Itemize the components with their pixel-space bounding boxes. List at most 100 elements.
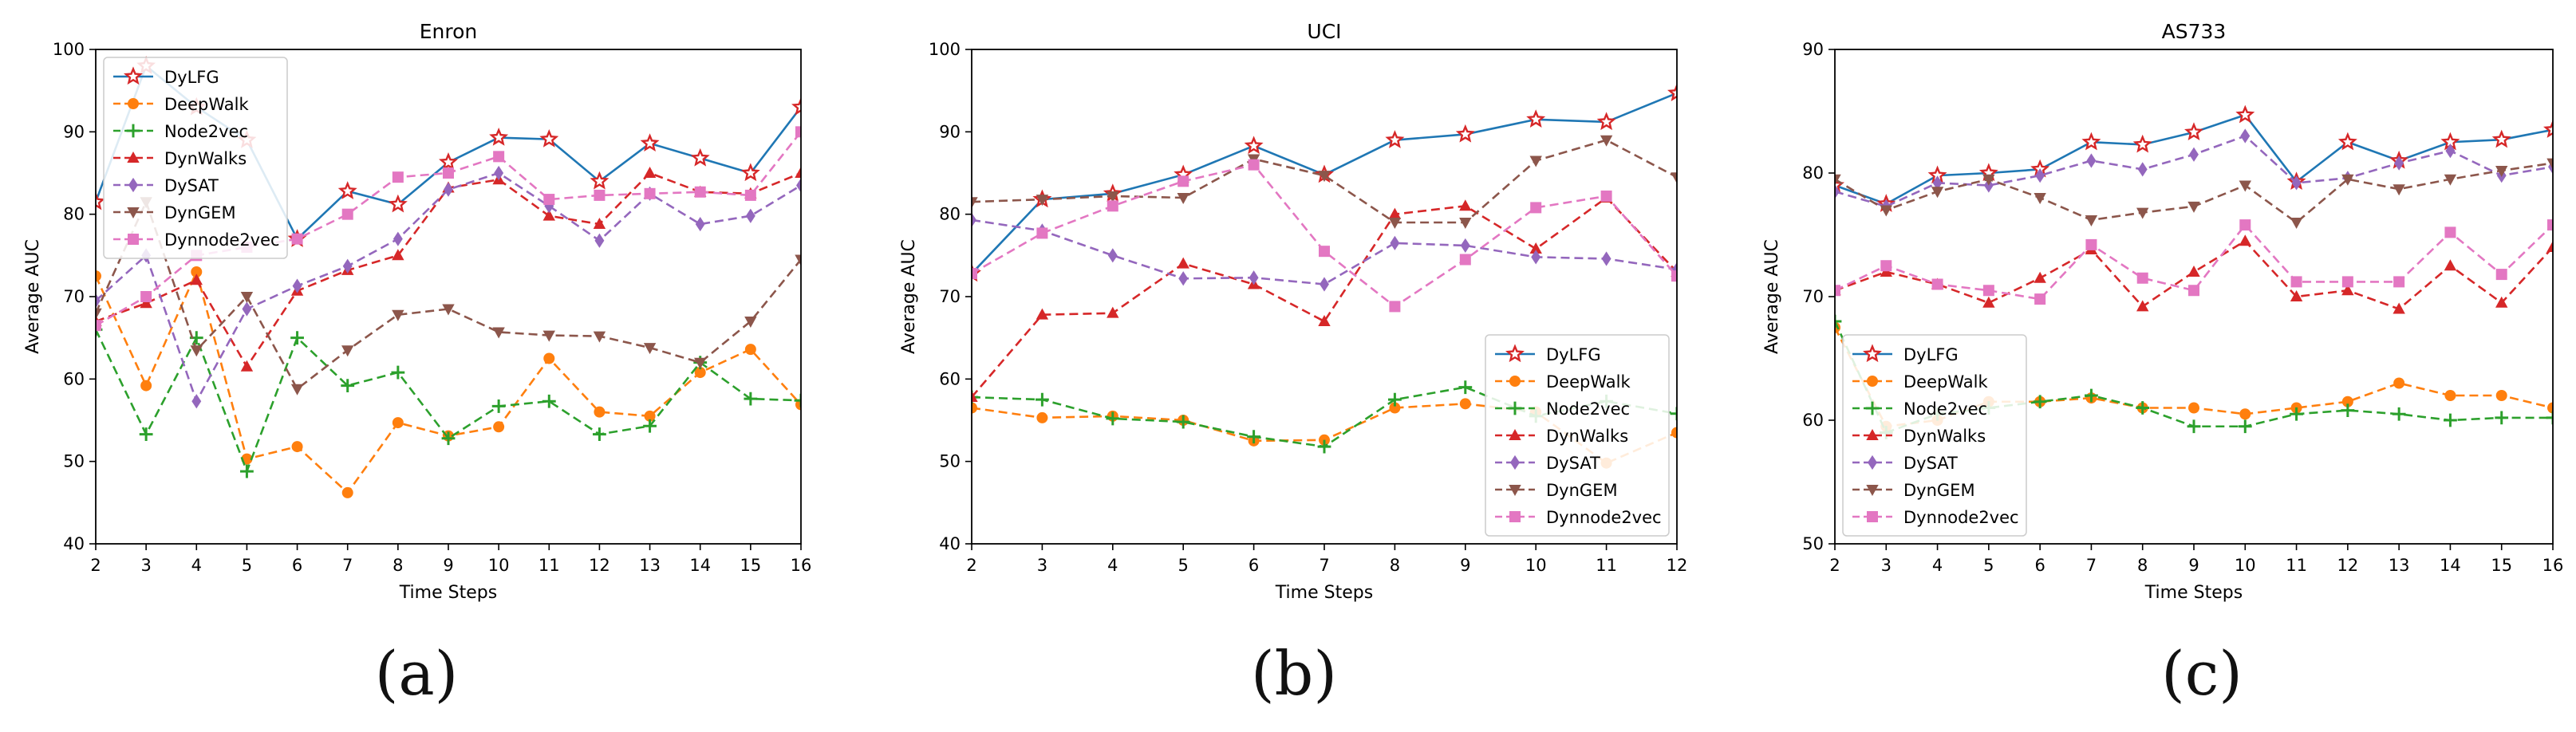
- data-point-dynnode2vec: [1982, 285, 1994, 297]
- data-point-deepwalk: [1389, 402, 1401, 414]
- data-point-dyngem: [1600, 135, 1613, 147]
- data-point-node2vec: [593, 427, 606, 441]
- data-point-dynnode2vec: [1530, 202, 1542, 214]
- x-tick-label: 3: [140, 556, 151, 575]
- data-point-dyngem: [1107, 191, 1119, 203]
- data-point-deepwalk: [1459, 398, 1471, 410]
- x-tick-label: 9: [1460, 556, 1470, 575]
- data-point-dynwalks: [2341, 284, 2354, 296]
- data-point-dynnode2vec: [493, 151, 505, 163]
- data-point-dysat: [796, 178, 801, 193]
- x-tick-label: 12: [2337, 556, 2358, 575]
- legend-label: Dynnode2vec: [1903, 508, 2019, 527]
- data-point-dylfg: [1667, 83, 1677, 101]
- data-point-dysat: [242, 301, 252, 317]
- y-tick-label: 70: [1802, 287, 1824, 306]
- data-point-dysat: [2189, 147, 2199, 162]
- legend-label: Dynnode2vec: [164, 230, 280, 250]
- legend-label: DynGEM: [1546, 481, 1618, 500]
- data-point-node2vec: [2290, 407, 2303, 421]
- data-point-dyngem: [1036, 195, 1049, 207]
- data-point-dyngem: [744, 317, 757, 329]
- legend-marker: [1867, 511, 1878, 522]
- data-point-deepwalk: [392, 417, 404, 429]
- data-point-dynnode2vec: [594, 189, 606, 201]
- data-point-node2vec: [2495, 411, 2509, 425]
- data-point-dynnode2vec: [1931, 278, 1943, 290]
- legend-marker: [128, 234, 139, 245]
- y-tick-label: 50: [1802, 534, 1824, 553]
- legend-marker: [127, 207, 140, 219]
- data-point-dynwalks: [2546, 240, 2553, 252]
- y-tick-label: 60: [939, 369, 961, 388]
- data-point-dysat: [1178, 271, 1189, 286]
- legend-marker: [1510, 455, 1520, 470]
- data-point-dynnode2vec: [392, 171, 404, 183]
- legend-marker: [127, 151, 140, 163]
- data-point-dynnode2vec: [1107, 200, 1118, 212]
- legend: DyLFG DeepWalk Node2vec DynWalks DySAT DynGEM…: [1485, 334, 1670, 537]
- data-point-dylfg: [690, 148, 710, 167]
- data-point-dylfg: [2132, 134, 2152, 153]
- data-point-dynnode2vec: [694, 186, 706, 198]
- series-line-node2vec: [96, 329, 801, 474]
- data-point-dysat: [544, 199, 554, 214]
- data-point-dyngem: [290, 384, 304, 396]
- data-point-dynwalks: [542, 209, 555, 221]
- legend-box: [1485, 334, 1670, 537]
- data-point-dynwalks: [972, 391, 978, 403]
- data-point-dyngem: [2546, 158, 2553, 170]
- legend-marker: [1509, 511, 1521, 522]
- data-point-dynwalks: [1459, 199, 1472, 211]
- data-point-dynnode2vec: [1319, 246, 1330, 258]
- x-tick-label: 7: [2086, 556, 2097, 575]
- data-point-dylfg: [489, 127, 509, 146]
- x-tick-label: 6: [1249, 556, 1259, 575]
- data-point-dyngem: [2495, 165, 2508, 177]
- data-point-dynnode2vec: [96, 320, 101, 332]
- data-point-dyngem: [593, 331, 606, 343]
- y-tick-label: 70: [63, 287, 85, 306]
- x-tick-label: 6: [2034, 556, 2045, 575]
- legend-label: DySAT: [1903, 454, 1958, 473]
- x-tick-label: 15: [740, 556, 761, 575]
- data-point-dysat: [2035, 168, 2045, 183]
- y-axis-label: Average AUC: [23, 239, 43, 354]
- data-point-node2vec: [441, 431, 456, 446]
- legend-marker: [1509, 428, 1521, 440]
- data-point-dynnode2vec: [2239, 219, 2251, 231]
- data-point-dylfg: [2184, 122, 2203, 141]
- series-line-dyngem: [972, 139, 1677, 224]
- legend-marker: [1866, 485, 1879, 497]
- data-point-dynnode2vec: [2188, 285, 2199, 297]
- data-point-dynnode2vec: [972, 268, 977, 280]
- data-point-node2vec: [391, 365, 405, 380]
- legend: DyLFG DeepWalk Node2vec DynWalks DySAT DynGEM…: [103, 57, 288, 259]
- data-point-deepwalk: [1671, 427, 1677, 439]
- data-point-dylfg: [1526, 109, 1546, 128]
- x-tick-label: 2: [90, 556, 101, 575]
- x-tick-label: 10: [2235, 556, 2256, 575]
- x-tick-label: 4: [1107, 556, 1118, 575]
- data-point-dyngem: [795, 254, 801, 266]
- data-point-deepwalk: [341, 486, 353, 498]
- data-point-dyngem: [1388, 218, 1402, 230]
- data-point-dyngem: [1982, 174, 1995, 186]
- x-tick-label: 10: [1525, 556, 1547, 575]
- data-point-deepwalk: [644, 410, 656, 422]
- data-point-node2vec: [1388, 392, 1402, 407]
- data-point-dysat: [292, 278, 302, 293]
- x-tick-label: 14: [689, 556, 711, 575]
- data-point-node2vec: [1036, 392, 1049, 407]
- data-point-node2vec: [643, 419, 657, 433]
- data-point-node2vec: [2238, 419, 2252, 434]
- data-point-dylfg: [1455, 124, 1475, 143]
- legend-marker: [126, 124, 140, 138]
- x-tick-label: 3: [1881, 556, 1892, 575]
- data-point-dynnode2vec: [291, 233, 303, 245]
- x-tick-label: 6: [292, 556, 302, 575]
- data-point-dylfg: [2543, 120, 2553, 138]
- data-point-dylfg: [388, 194, 408, 213]
- legend-label: DeepWalk: [164, 95, 249, 114]
